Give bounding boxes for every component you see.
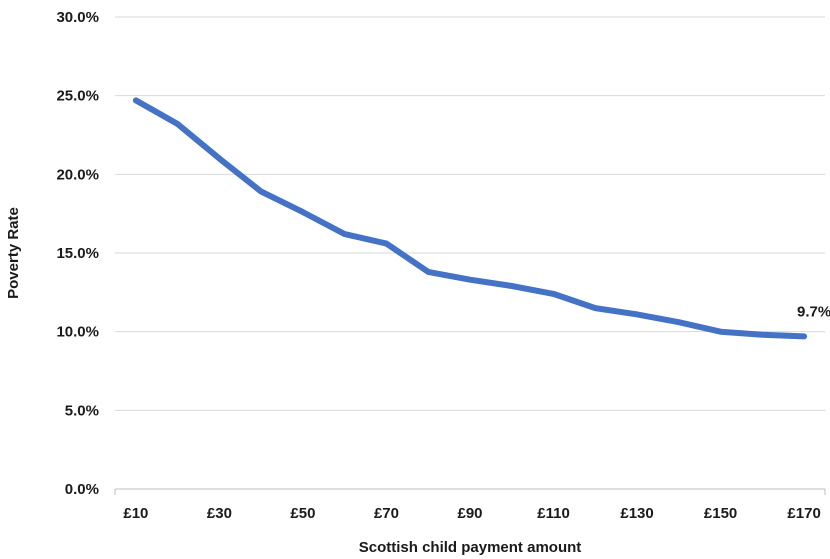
y-tick-label: 10.0% bbox=[56, 324, 99, 341]
x-tick-label: £10 bbox=[123, 505, 148, 522]
x-tick-label: £50 bbox=[290, 505, 315, 522]
y-tick-label: 0.0% bbox=[65, 481, 99, 498]
x-tick-label: £130 bbox=[620, 505, 653, 522]
y-tick-label: 30.0% bbox=[56, 9, 99, 26]
series-line bbox=[132, 97, 808, 340]
x-tick-label: £110 bbox=[537, 505, 570, 522]
series-group bbox=[132, 97, 808, 340]
data-label: 9.7% bbox=[797, 303, 830, 320]
y-tick-label: 15.0% bbox=[56, 245, 99, 262]
x-axis-ticks: £10 £30 £50 £70 £90 £110 £130 £150 £170 bbox=[123, 505, 820, 522]
data-labels: 9.7% bbox=[797, 303, 830, 320]
x-tick-label: £170 bbox=[787, 505, 820, 522]
y-tick-label: 25.0% bbox=[56, 88, 99, 105]
y-axis-ticks: 0.0% 5.0% 10.0% 15.0% 20.0% 25.0% 30.0% bbox=[56, 9, 99, 498]
gridlines bbox=[115, 16, 825, 411]
x-tick-label: £70 bbox=[374, 505, 399, 522]
x-axis bbox=[114, 488, 826, 495]
x-tick-label: £30 bbox=[207, 505, 232, 522]
x-tick-label: £150 bbox=[704, 505, 737, 522]
x-axis-title: Scottish child payment amount bbox=[359, 539, 582, 556]
y-tick-label: 5.0% bbox=[65, 402, 99, 419]
y-tick-label: 20.0% bbox=[56, 166, 99, 183]
y-axis-title: Poverty Rate bbox=[5, 207, 22, 299]
x-tick-label: £90 bbox=[457, 505, 482, 522]
